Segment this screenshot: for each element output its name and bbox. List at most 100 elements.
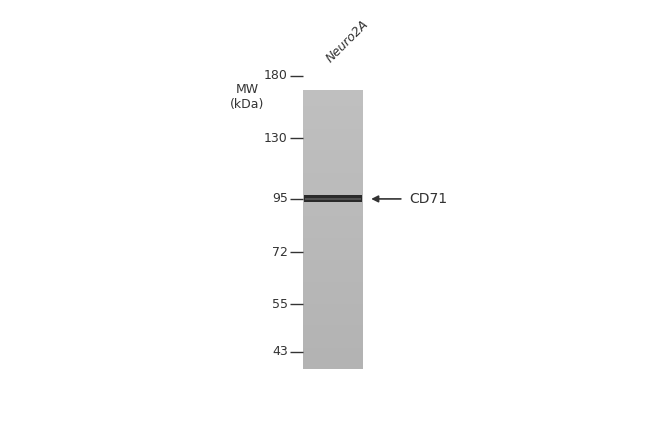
Bar [303,108,363,109]
Bar [303,266,363,267]
Bar [303,134,363,135]
Bar [303,143,363,145]
Bar [303,168,363,169]
Bar [303,243,363,244]
Bar [303,257,363,258]
Bar [303,253,363,254]
Bar [303,308,363,309]
Bar [303,263,363,264]
Bar [303,139,363,140]
Bar [303,196,363,197]
Bar [303,110,363,111]
Bar [303,136,363,137]
Bar [303,114,363,115]
Bar [303,289,363,290]
Bar [303,228,363,230]
Bar [303,154,363,155]
Bar [303,237,363,238]
Bar [303,174,363,175]
Bar [303,160,363,161]
Bar [303,211,363,212]
Bar [303,242,363,243]
Bar [303,178,363,179]
Bar [303,218,363,219]
Bar [303,357,363,358]
Bar [303,269,363,271]
Bar [303,284,363,285]
Bar [303,259,363,260]
Bar [303,125,363,126]
Bar [303,350,363,352]
Bar [303,254,363,255]
Bar [303,248,363,249]
Bar [303,312,363,313]
Bar [303,189,363,190]
Bar [303,362,363,363]
Bar [303,331,363,332]
Bar [303,306,363,307]
Bar [303,222,363,223]
Bar [303,265,363,266]
Bar [303,340,363,341]
Bar [303,227,363,228]
Bar [303,131,363,132]
Bar [303,199,363,200]
Bar [303,202,363,203]
Bar [303,109,363,110]
Bar [303,182,363,183]
Bar [303,276,363,277]
Bar [303,246,363,247]
Bar [303,91,363,92]
Bar [303,230,363,231]
Bar [303,229,363,230]
Bar [303,298,363,299]
Bar [303,264,363,265]
Bar [303,116,363,118]
Bar [303,305,363,306]
Bar [303,111,363,112]
Bar [303,251,363,252]
Bar [303,170,363,172]
Bar [303,261,363,262]
Bar [303,133,363,134]
Text: 130: 130 [264,132,288,145]
Text: MW
(kDa): MW (kDa) [230,83,265,111]
Bar [303,94,363,95]
Bar [303,231,363,232]
Bar [303,355,363,356]
Bar [303,320,363,321]
Bar [303,201,363,202]
Bar [303,319,363,320]
Bar [303,240,363,241]
Bar [303,241,363,242]
Bar [303,200,363,201]
Bar [303,326,363,327]
Bar [303,365,363,366]
Bar [303,112,363,113]
Bar [303,318,363,319]
Bar [303,354,363,355]
Bar [303,335,363,336]
Bar [303,250,363,251]
Bar [303,349,363,350]
Bar [303,363,363,365]
Bar [303,156,363,157]
Bar [303,103,363,104]
Bar [303,161,363,162]
Bar [303,277,363,278]
Bar [303,352,363,353]
Bar [303,225,363,226]
Bar [303,148,363,149]
Bar [303,137,363,138]
Bar [303,92,363,93]
Bar [303,128,363,129]
Bar [303,89,363,91]
Bar [303,285,363,286]
Bar [303,252,363,253]
Text: 95: 95 [272,192,288,206]
Bar [303,238,363,239]
Bar [303,358,363,359]
Bar [303,330,363,331]
Bar [303,147,363,148]
Bar [304,195,362,203]
